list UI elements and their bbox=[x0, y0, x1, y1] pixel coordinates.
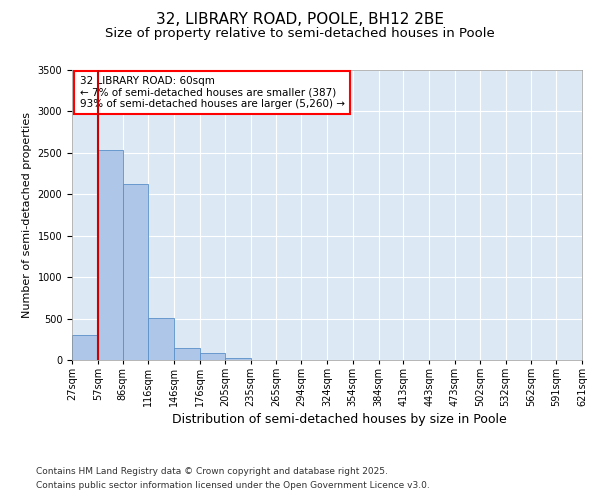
Bar bbox=[72, 335, 98, 360]
Bar bbox=[122, 184, 148, 360]
Bar bbox=[174, 348, 200, 360]
Y-axis label: Number of semi-detached properties: Number of semi-detached properties bbox=[22, 112, 32, 318]
Text: Distribution of semi-detached houses by size in Poole: Distribution of semi-detached houses by … bbox=[172, 412, 506, 426]
Text: 32, LIBRARY ROAD, POOLE, BH12 2BE: 32, LIBRARY ROAD, POOLE, BH12 2BE bbox=[156, 12, 444, 28]
Bar bbox=[148, 318, 174, 360]
Text: Contains public sector information licensed under the Open Government Licence v3: Contains public sector information licen… bbox=[36, 481, 430, 490]
Text: Size of property relative to semi-detached houses in Poole: Size of property relative to semi-detach… bbox=[105, 28, 495, 40]
Bar bbox=[98, 150, 122, 360]
Bar bbox=[225, 358, 251, 360]
Bar bbox=[200, 354, 225, 360]
Text: Contains HM Land Registry data © Crown copyright and database right 2025.: Contains HM Land Registry data © Crown c… bbox=[36, 468, 388, 476]
Text: 32 LIBRARY ROAD: 60sqm
← 7% of semi-detached houses are smaller (387)
93% of sem: 32 LIBRARY ROAD: 60sqm ← 7% of semi-deta… bbox=[80, 76, 344, 109]
